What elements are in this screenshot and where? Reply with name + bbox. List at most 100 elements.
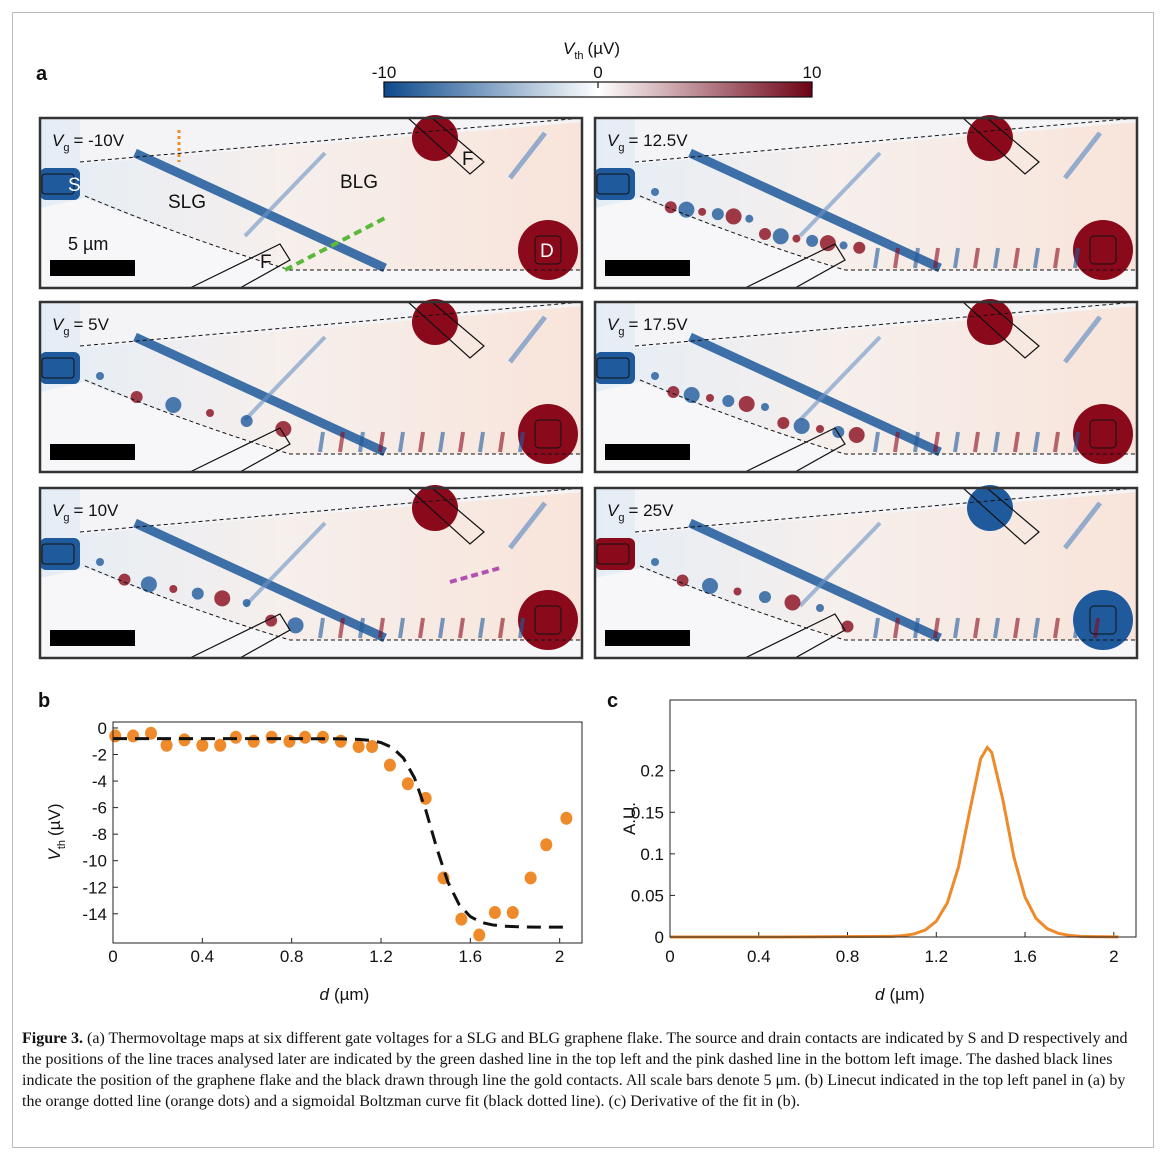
x-tick-label: 0.4	[747, 947, 771, 966]
gate-voltage-label-part: g	[63, 326, 69, 338]
x-axis-label: d (µm)	[320, 985, 370, 1004]
data-line	[113, 737, 565, 929]
gate-voltage-label: Vg = 17.5V	[607, 315, 688, 338]
outside-region	[40, 568, 582, 658]
annotation: F	[260, 252, 272, 273]
edge-streak	[993, 431, 1000, 453]
x-tick-label: 1.2	[369, 947, 393, 966]
edge-streak	[318, 617, 325, 639]
data-point	[334, 734, 347, 748]
data-point	[524, 871, 537, 885]
flake-edge	[639, 565, 1137, 641]
speckle	[784, 594, 801, 611]
map-border	[38, 300, 584, 474]
y-tick-label: -12	[82, 878, 107, 897]
x-axis-label: d (µm)	[875, 985, 925, 1004]
y-axis-label-part: th	[56, 840, 68, 849]
edge-streak	[1053, 247, 1060, 269]
map-border	[593, 486, 1139, 660]
gate-voltage-label-part: V	[52, 315, 65, 334]
data-line	[670, 744, 1119, 939]
top-contact-signal	[412, 485, 458, 531]
edge-streak	[438, 431, 445, 453]
flake-edge	[639, 379, 1137, 455]
colorbar-tick-label: 10	[803, 63, 822, 82]
gate-voltage-label-part: V	[607, 315, 620, 334]
edge-streak	[478, 617, 485, 639]
scale-bar	[605, 630, 690, 646]
drain-signal	[518, 220, 578, 280]
scale-bar	[50, 630, 135, 646]
data-point	[214, 738, 227, 752]
speckle	[240, 415, 253, 427]
data-point	[560, 811, 573, 825]
edge-streak	[358, 431, 365, 453]
speckle	[839, 241, 848, 250]
edge-streak	[913, 247, 920, 269]
data-point	[473, 928, 486, 942]
colorbar-title: Vth (µV)	[563, 39, 620, 62]
edge-streak	[973, 617, 980, 639]
edge-streak	[1093, 431, 1100, 453]
annotation: SLG	[168, 192, 206, 213]
y-tick-label: 0	[655, 928, 664, 947]
y-tick-label: 0.1	[640, 845, 664, 864]
edge-streak	[933, 617, 940, 639]
gate-voltage-label-part: = 5V	[73, 315, 109, 334]
colorbar-title-part: th	[574, 50, 583, 62]
y-axis-label-part: V	[45, 848, 64, 861]
x-tick-label: 1.6	[1013, 947, 1037, 966]
colorbar-tick-label: 0	[593, 63, 602, 82]
plot-frame	[669, 699, 1137, 938]
gold-contact	[1089, 419, 1117, 449]
speckle	[777, 417, 790, 429]
edge-streak	[498, 617, 505, 639]
map-border	[593, 300, 1139, 474]
thermovoltage-map: Vg = 25V	[593, 485, 1139, 660]
data-point	[196, 738, 209, 752]
scale-bar	[50, 260, 135, 276]
drain-signal	[518, 404, 578, 464]
x-tick-label: 0.8	[836, 947, 860, 966]
outside-region	[635, 302, 1137, 348]
y-tick-label: -2	[92, 746, 107, 765]
drain-signal	[1073, 404, 1133, 464]
gold-contact	[596, 543, 630, 565]
scale-bar	[50, 444, 135, 460]
caption: Figure 3. (a) Thermovoltage maps at six …	[22, 1028, 1148, 1112]
gate-voltage-label-part: = -10V	[73, 131, 124, 150]
data-point	[401, 777, 414, 791]
map-border	[593, 116, 1139, 290]
domain-wall	[508, 131, 547, 180]
speckle	[816, 425, 824, 433]
thermovoltage-map: Vg = 17.5V	[593, 299, 1139, 474]
drain-signal	[1073, 220, 1133, 280]
gate-voltage-label-part: = 12.5V	[628, 131, 688, 150]
speckle	[759, 228, 771, 240]
edge-streak	[318, 431, 325, 453]
drain-signal	[1073, 590, 1133, 650]
gold-contact	[596, 357, 630, 379]
speckle	[287, 617, 304, 634]
edge-streak	[478, 431, 485, 453]
x-tick-label: 1.2	[924, 947, 948, 966]
linecut-marker	[284, 216, 386, 272]
edge-streak	[418, 617, 425, 639]
figure: a Vth (µV) -10 0 10 Vg = -10V S SLG BLG F F D 5 µm Vg =…	[36, 39, 1139, 1004]
drain-signal	[518, 590, 578, 650]
speckle	[169, 585, 178, 593]
x-tick-label: 0.4	[191, 947, 215, 966]
x-tick-label: 2	[555, 947, 564, 966]
gate-voltage-label-part: = 25V	[628, 501, 674, 520]
domain-wall	[508, 501, 547, 550]
edge-streak	[418, 431, 425, 453]
scale-bar	[605, 444, 690, 460]
y-tick-label: 0.05	[631, 886, 664, 905]
gate-voltage-label-part: V	[52, 501, 65, 520]
speckle	[806, 234, 819, 247]
speckle	[651, 372, 659, 380]
edge-streak	[538, 431, 545, 453]
outside-region	[595, 382, 1137, 472]
x-tick-label: 2	[1109, 947, 1118, 966]
